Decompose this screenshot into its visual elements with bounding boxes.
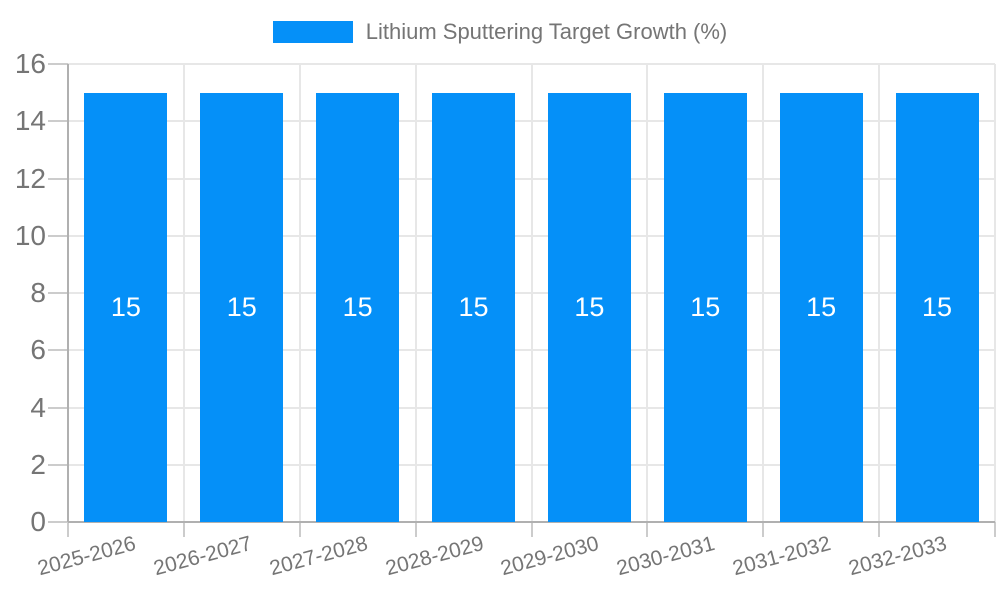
x-axis-tick (646, 522, 649, 537)
y-axis-tick-label: 14 (14, 105, 46, 137)
bar[interactable] (779, 92, 863, 522)
y-axis-line (67, 64, 69, 522)
x-gridline (994, 64, 996, 522)
x-axis-tick (530, 522, 533, 537)
y-axis-tick-label: 6 (30, 334, 46, 366)
y-axis-tick (48, 292, 68, 294)
x-gridline (762, 64, 765, 522)
bar[interactable] (547, 92, 631, 522)
x-axis-line (68, 521, 995, 523)
x-axis-tick (762, 522, 765, 537)
x-gridline (182, 64, 185, 522)
y-axis-tick (48, 463, 68, 466)
x-gridline (646, 64, 649, 522)
x-axis-tick (298, 522, 301, 537)
y-axis-tick-label: 12 (14, 162, 46, 194)
y-axis-tick-label: 4 (30, 391, 46, 423)
bar-value-label: 15 (690, 292, 721, 323)
x-axis-tick (994, 522, 996, 537)
bar-value-label: 15 (458, 292, 489, 323)
y-axis-tick (48, 234, 68, 237)
x-gridline (878, 64, 881, 522)
bar-value-label: 15 (226, 292, 257, 323)
x-gridline (530, 64, 533, 522)
y-axis-tick (48, 406, 68, 409)
y-axis-tick-label: 10 (14, 219, 46, 251)
bar-value-label: 15 (574, 292, 605, 323)
bar[interactable] (200, 92, 284, 522)
y-axis-tick-label: 16 (14, 48, 46, 79)
y-axis-tick (48, 521, 68, 523)
legend-swatch (272, 21, 353, 43)
bar-value-label: 15 (806, 292, 837, 323)
legend-label: Lithium Sputtering Target Growth (%) (365, 19, 728, 44)
bar[interactable] (663, 92, 747, 522)
y-axis-tick (48, 349, 68, 352)
legend[interactable]: Lithium Sputtering Target Growth (%) (0, 19, 1000, 45)
x-axis-tick (182, 522, 185, 537)
bar[interactable] (895, 92, 979, 522)
x-axis-tick (878, 522, 881, 537)
y-axis-tick-label: 8 (30, 277, 46, 308)
y-axis-tick (48, 120, 68, 123)
y-axis-tick (48, 63, 68, 65)
x-gridline (414, 64, 417, 522)
bar-value-label: 15 (110, 292, 141, 323)
x-axis-tick (67, 522, 69, 537)
x-axis-tick (414, 522, 417, 537)
y-axis-tick (48, 177, 68, 180)
y-axis-tick-label: 2 (30, 448, 46, 480)
bar-value-label: 15 (922, 292, 953, 323)
bar[interactable] (84, 92, 168, 522)
bar-value-label: 15 (342, 292, 373, 323)
bar[interactable] (316, 92, 400, 522)
bar[interactable] (432, 92, 516, 522)
y-axis-tick-label: 0 (30, 506, 46, 537)
x-gridline (298, 64, 301, 522)
